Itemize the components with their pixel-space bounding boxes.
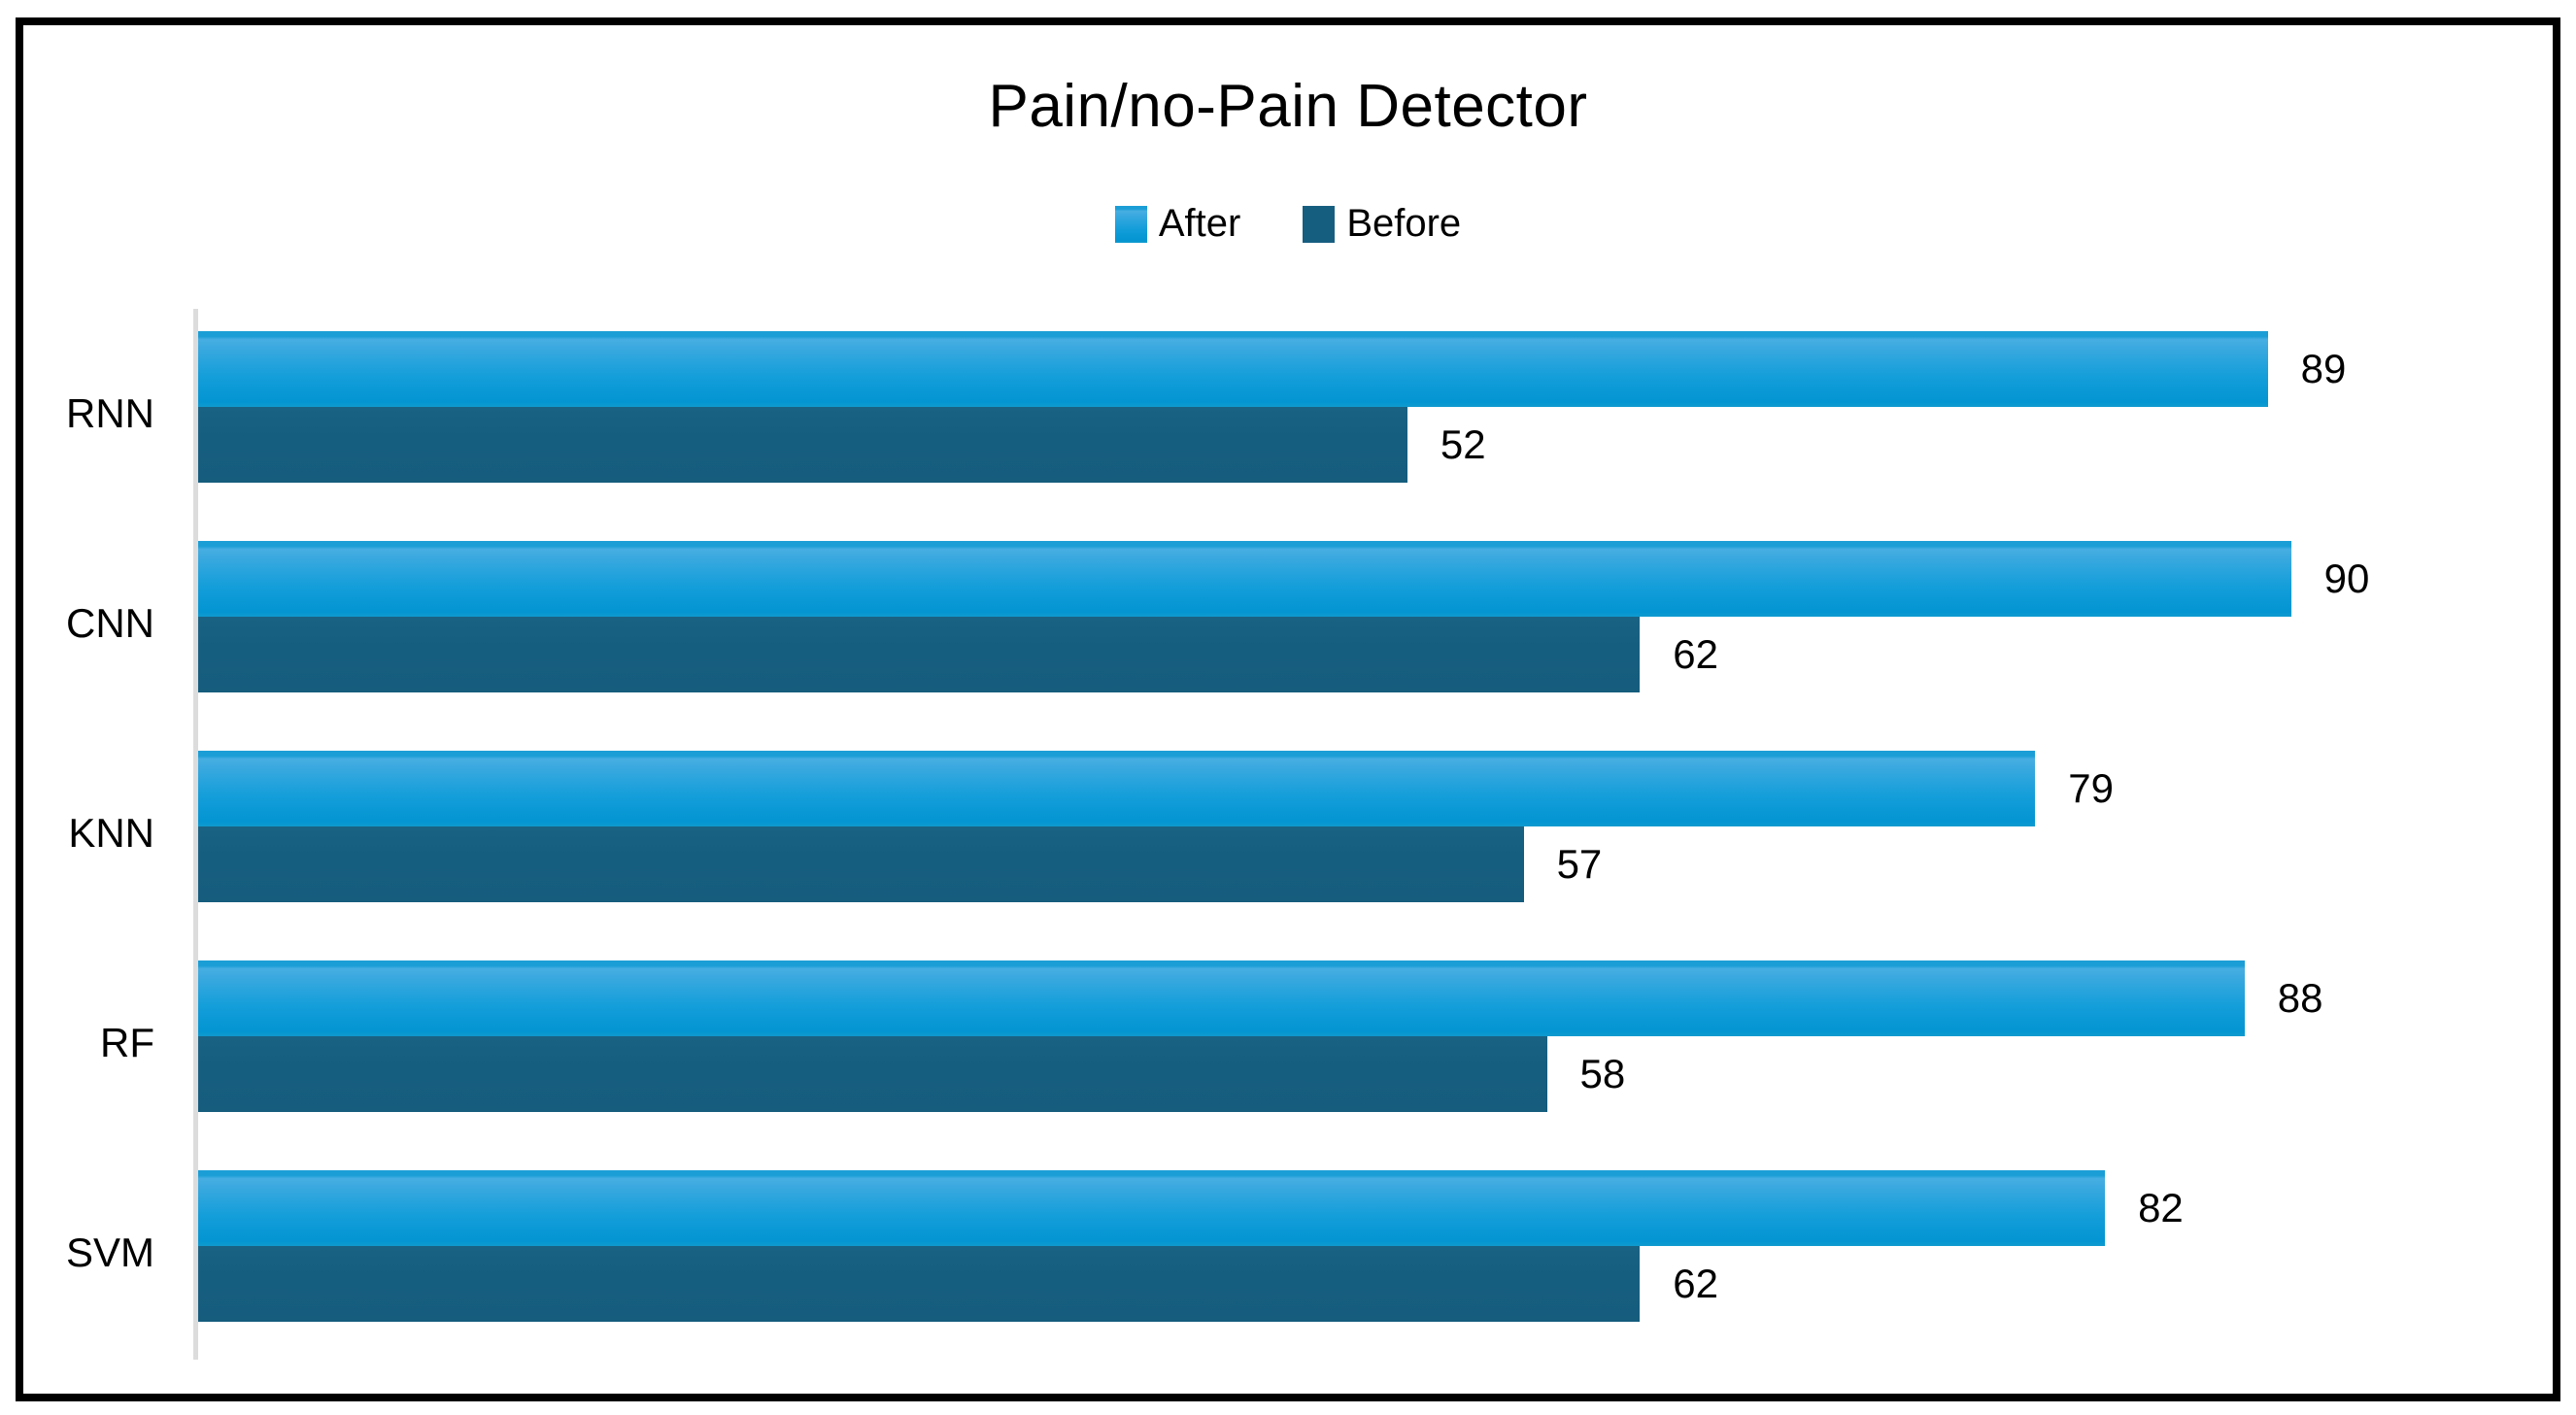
chart-border-frame: Pain/no-Pain Detector After Before RNN 89 5… — [16, 17, 2560, 1401]
legend-swatch-after-icon — [1114, 205, 1147, 243]
bar-after-svm — [198, 1170, 2106, 1246]
bar-line-before: 57 — [198, 826, 2524, 902]
bar-before-cnn — [198, 617, 1641, 692]
legend: After Before — [23, 202, 2553, 246]
bar-line-before: 62 — [198, 1246, 2524, 1322]
value-label: 62 — [1673, 631, 1718, 677]
bar-line-after: 88 — [198, 960, 2524, 1036]
category-label: RNN — [66, 390, 154, 436]
value-label: 79 — [2068, 765, 2114, 811]
category-row-rf: RF 88 58 — [100, 938, 2524, 1148]
value-label: 58 — [1579, 1051, 1626, 1096]
bar-after-rnn — [198, 331, 2268, 407]
bar-line-after: 82 — [198, 1170, 2524, 1246]
bar-before-knn — [198, 826, 1524, 902]
legend-item-after: After — [1114, 202, 1241, 246]
legend-swatch-before-icon — [1303, 205, 1336, 243]
bar-after-rf — [198, 960, 2245, 1036]
category-label: SVM — [65, 1230, 154, 1275]
value-label: 89 — [2300, 346, 2347, 391]
value-label: 62 — [1673, 1261, 1718, 1306]
bar-line-after: 90 — [198, 541, 2524, 617]
bar-line-after: 79 — [198, 751, 2524, 826]
legend-label: Before — [1346, 202, 1462, 245]
value-label: 57 — [1556, 841, 1603, 887]
value-label: 90 — [2323, 556, 2370, 601]
bar-line-before: 52 — [198, 407, 2524, 483]
category-label: RF — [100, 1020, 154, 1065]
legend-item-before: Before — [1303, 202, 1461, 246]
bar-line-before: 58 — [198, 1036, 2524, 1112]
category-row-knn: KNN 79 57 — [68, 728, 2524, 938]
y-axis-line — [193, 309, 198, 1360]
category-label: CNN — [66, 600, 154, 646]
bar-line-before: 62 — [198, 617, 2524, 692]
bar-after-cnn — [198, 541, 2291, 617]
value-label: 52 — [1440, 421, 1486, 467]
value-label: 88 — [2277, 975, 2323, 1021]
chart-title: Pain/no-Pain Detector — [988, 73, 1588, 140]
bar-before-svm — [198, 1246, 1641, 1322]
value-label: 82 — [2138, 1185, 2184, 1230]
category-row-cnn: CNN 90 62 — [66, 519, 2524, 728]
bar-line-after: 89 — [198, 331, 2524, 407]
category-row-svm: SVM 82 62 — [66, 1148, 2524, 1358]
legend-label: After — [1158, 202, 1241, 245]
category-label: KNN — [68, 810, 154, 856]
plot-area: RNN 89 52 CNN 90 62 KNN 79 57 RF 88 58 SVM 82 62 — [66, 309, 2524, 1360]
bar-after-knn — [198, 751, 2036, 826]
bar-before-rnn — [198, 407, 1407, 483]
bar-rows: RNN 89 52 CNN 90 62 KNN 79 57 RF 88 58 SVM 82 62 — [66, 309, 2524, 1358]
category-row-rnn: RNN 89 52 — [66, 309, 2524, 519]
bar-before-rf — [198, 1036, 1547, 1112]
